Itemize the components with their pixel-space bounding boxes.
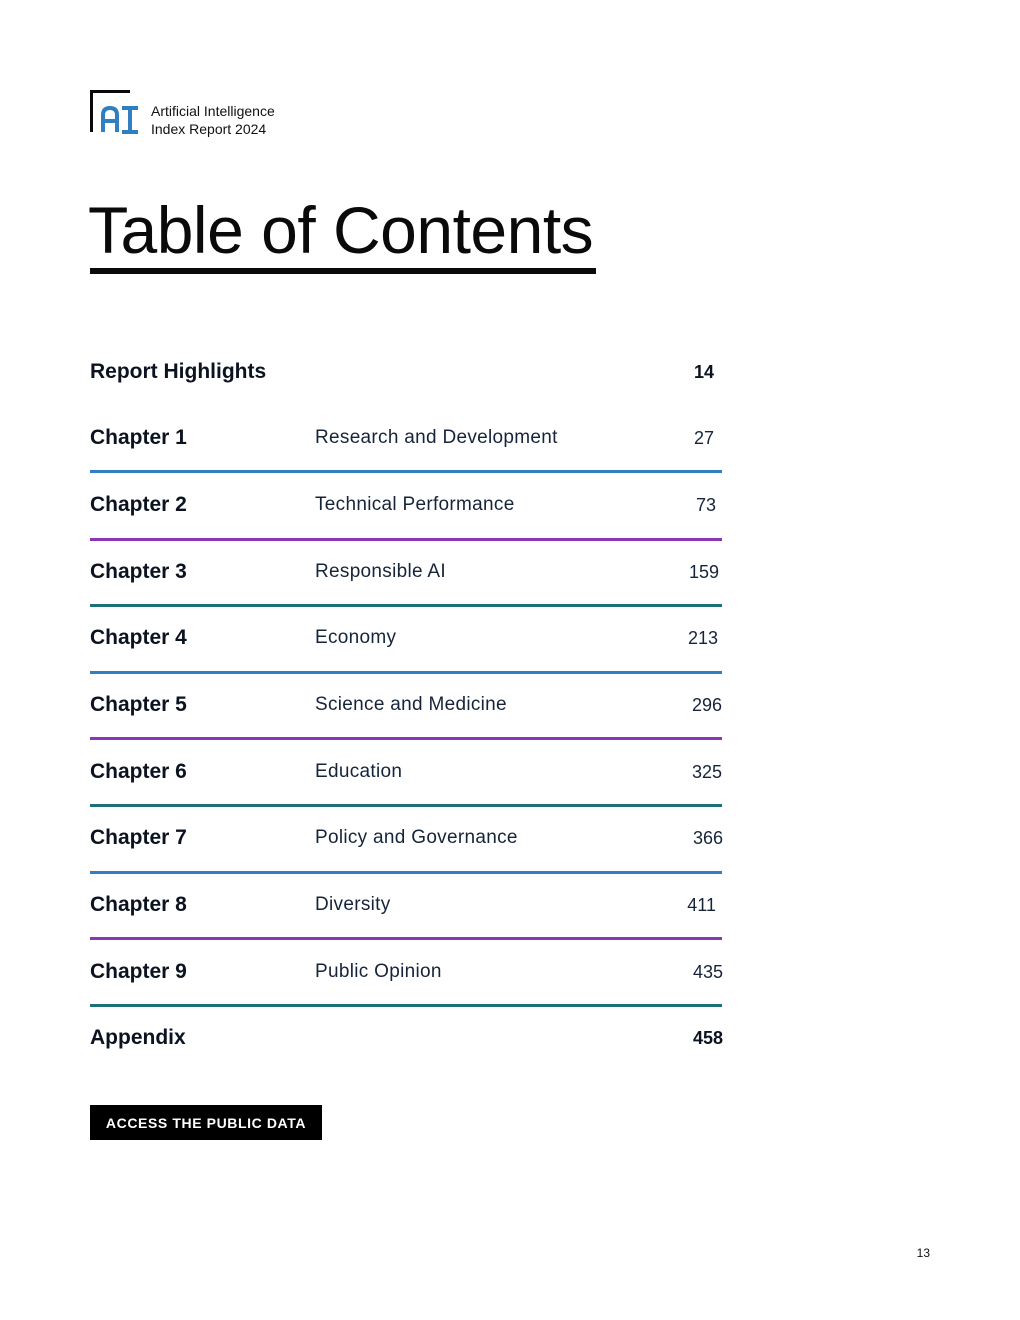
toc-row-chapter-2[interactable]: Chapter 2 Technical Performance 73 [90, 485, 724, 525]
toc-row-chapter-7[interactable]: Chapter 7 Policy and Governance 366 [90, 818, 724, 858]
toc-chapter-label: Chapter 9 [90, 960, 187, 983]
toc-chapter-topic: Public Opinion [315, 961, 442, 982]
toc-row-chapter-3[interactable]: Chapter 3 Responsible AI 159 [90, 552, 724, 592]
title-underline [90, 268, 596, 274]
toc-chapter-page: 213 [687, 628, 718, 648]
divider-blue [90, 671, 722, 674]
page-title: Table of Contents [88, 193, 594, 267]
toc-chapter-label: Chapter 5 [90, 693, 187, 716]
divider-teal [90, 604, 722, 607]
toc-chapter-topic: Diversity [315, 894, 391, 915]
report-header: Artificial Intelligence Index Report 202… [90, 90, 350, 137]
report-name-line-1: Artificial Intelligence [151, 103, 275, 119]
divider-purple [90, 737, 722, 740]
divider-purple [90, 538, 722, 541]
toc-chapter-page: 366 [692, 828, 723, 848]
report-name-line-2: Index Report 2024 [151, 121, 267, 137]
toc-chapter-topic: Economy [315, 627, 397, 648]
toc-row-appendix[interactable]: Appendix 458 [90, 1018, 724, 1058]
toc-row-chapter-6[interactable]: Chapter 6 Education 325 [90, 752, 724, 792]
toc-row-chapter-8[interactable]: Chapter 8 Diversity 411 [90, 885, 724, 925]
toc-chapter-label: Chapter 1 [90, 426, 187, 449]
toc-chapter-label: Chapter 4 [90, 626, 187, 649]
report-name: Artificial Intelligence Index Report 202… [151, 102, 275, 138]
divider-blue [90, 871, 722, 874]
divider-blue [90, 470, 722, 473]
toc-chapter-topic: Research and Development [315, 427, 558, 448]
toc-chapter-topic: Responsible AI [315, 561, 446, 582]
access-public-data-button[interactable]: ACCESS THE PUBLIC DATA [90, 1105, 322, 1140]
divider-teal [90, 804, 722, 807]
toc-chapter-topic: Education [315, 761, 403, 782]
toc-chapter-topic: Technical Performance [315, 494, 515, 515]
toc-chapter-page: 27 [693, 428, 714, 448]
toc-chapter-page: 435 [692, 962, 723, 982]
toc-appendix-page: 458 [692, 1028, 723, 1048]
ai-index-logo-icon [90, 90, 138, 134]
toc-chapter-page: 159 [688, 562, 719, 582]
toc-row-chapter-5[interactable]: Chapter 5 Science and Medicine 296 [90, 685, 724, 725]
toc-chapter-page: 411 [687, 895, 716, 915]
toc-chapter-topic: Science and Medicine [315, 694, 507, 715]
page-number: 13 [916, 1246, 930, 1260]
toc-chapter-topic: Policy and Governance [315, 827, 518, 848]
toc-row-chapter-1[interactable]: Chapter 1 Research and Development 27 [90, 418, 724, 458]
toc-chapter-label: Chapter 3 [90, 560, 187, 583]
toc-chapter-page: 73 [695, 495, 716, 515]
toc-row-highlights[interactable]: Report Highlights 14 [90, 352, 724, 392]
divider-purple [90, 937, 722, 940]
toc-chapter-label: Chapter 6 [90, 760, 187, 783]
toc-chapter-page: 325 [691, 762, 722, 782]
toc-chapter-page: 296 [691, 695, 722, 715]
toc-chapter-label: Chapter 7 [90, 826, 187, 849]
toc-chapter-label: Chapter 8 [90, 893, 187, 916]
toc-row-chapter-9[interactable]: Chapter 9 Public Opinion 435 [90, 952, 724, 992]
toc-highlights-page: 14 [693, 362, 714, 382]
toc-highlights-label: Report Highlights [90, 360, 267, 383]
divider-teal [90, 1004, 722, 1007]
toc-appendix-label: Appendix [90, 1026, 186, 1049]
toc-row-chapter-4[interactable]: Chapter 4 Economy 213 [90, 618, 724, 658]
toc-chapter-label: Chapter 2 [90, 493, 187, 516]
